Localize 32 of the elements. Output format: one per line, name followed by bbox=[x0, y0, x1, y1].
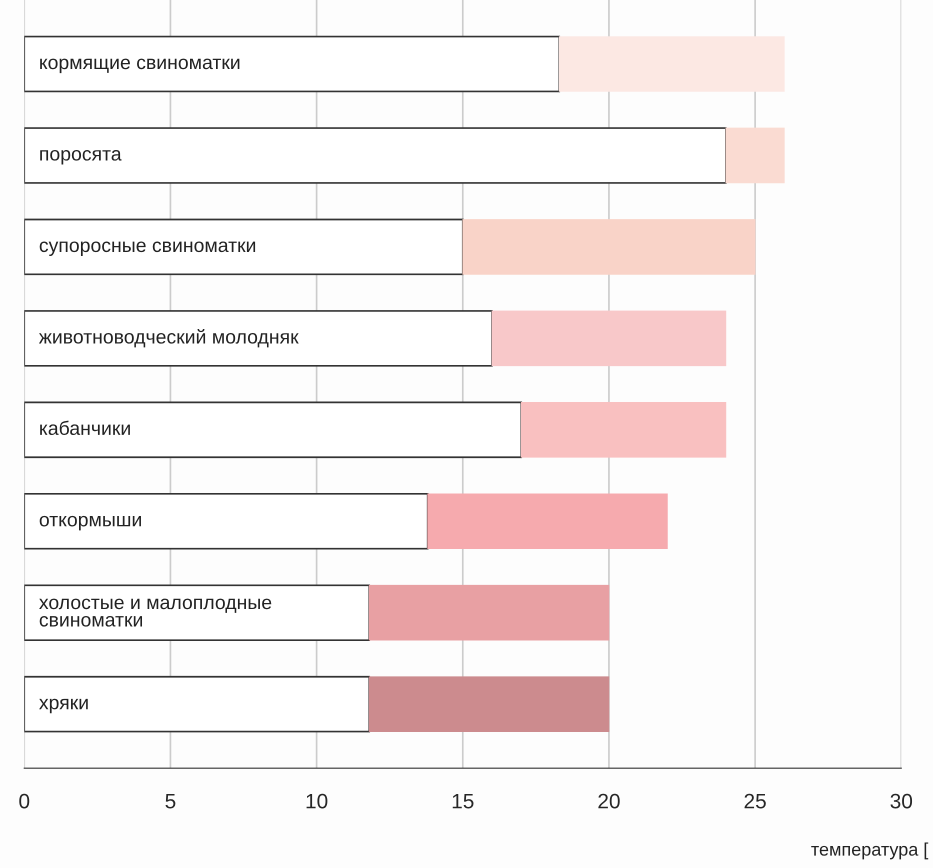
x-tick-label: 20 bbox=[598, 794, 620, 808]
y-tick-label: поросята bbox=[40, 150, 122, 165]
bar bbox=[24, 492, 429, 550]
y-tick-label: кормящие свиноматки bbox=[40, 58, 240, 74]
bar bbox=[520, 402, 726, 458]
bar bbox=[24, 584, 370, 641]
bar bbox=[462, 219, 756, 275]
y-tick-label: откормыши bbox=[40, 516, 141, 530]
bar bbox=[24, 402, 522, 458]
bar bbox=[24, 218, 464, 276]
bar bbox=[726, 128, 785, 184]
x-tick-label: 25 bbox=[744, 794, 766, 808]
y-tick-label: кабанчики bbox=[40, 420, 130, 436]
bar bbox=[558, 36, 785, 92]
y-tick-label: супоросные свиноматки bbox=[40, 241, 256, 256]
x-tick-label: 0 bbox=[19, 794, 30, 808]
bar bbox=[492, 310, 726, 366]
x-tick-label: 5 bbox=[165, 794, 176, 808]
y-tick-label: хряки bbox=[39, 698, 88, 714]
y-tick-label: холостые и малоплодные свиноматки bbox=[39, 598, 272, 627]
bar bbox=[427, 493, 668, 550]
bar bbox=[368, 676, 610, 732]
bar bbox=[24, 310, 493, 367]
x-tick-label: 15 bbox=[452, 794, 474, 808]
x-tick-label: 30 bbox=[890, 794, 912, 808]
bar bbox=[24, 36, 560, 92]
bar bbox=[368, 584, 610, 640]
x-axis-title: температура [ bbox=[811, 842, 928, 860]
y-tick-label: животноводческий молодняк bbox=[38, 329, 299, 348]
x-tick-label: 10 bbox=[306, 794, 328, 808]
bar bbox=[24, 127, 727, 184]
bar bbox=[24, 676, 370, 732]
